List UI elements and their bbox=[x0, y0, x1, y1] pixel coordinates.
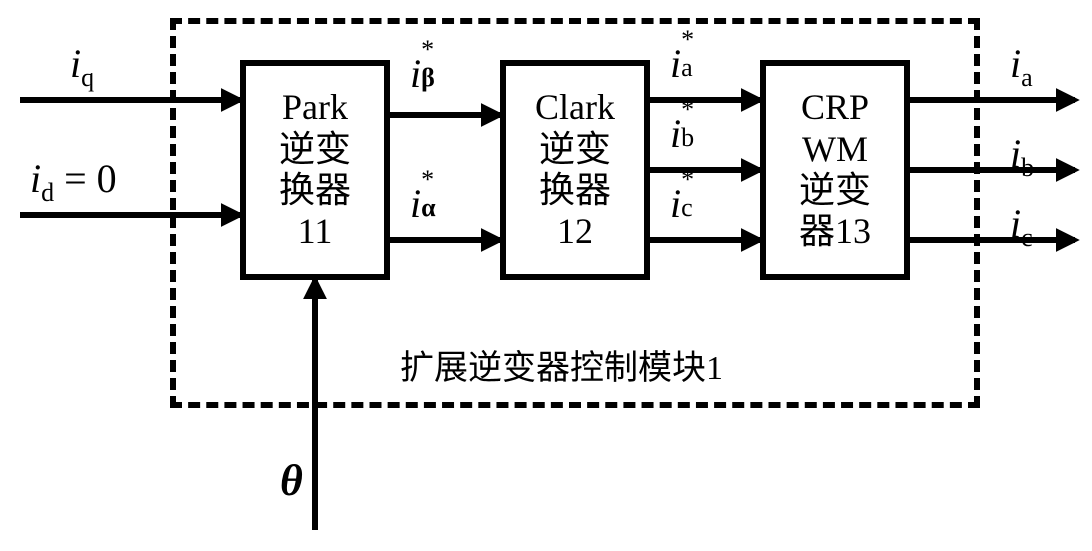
signal-label-ias: i*a bbox=[670, 40, 713, 87]
signal-label-theta: θ bbox=[280, 455, 303, 506]
signal-label-ic: ic bbox=[1010, 200, 1033, 253]
crpwm-block: CRPWM逆变器13 bbox=[760, 60, 910, 280]
module-label: 扩展逆变器控制模块1 bbox=[400, 340, 723, 389]
signal-label-ib: ib bbox=[1010, 130, 1034, 183]
crpwm-block-label: CRPWM逆变器13 bbox=[799, 87, 871, 253]
clark-block: Clark逆变换器12 bbox=[500, 60, 650, 280]
signal-label-ics: i*c bbox=[670, 180, 713, 227]
signal-label-iq: iq bbox=[70, 40, 94, 93]
clark-block-label: Clark逆变换器12 bbox=[535, 87, 615, 253]
signal-label-ialpha: i*α bbox=[410, 180, 453, 227]
signal-label-ibeta: i*β bbox=[410, 50, 453, 97]
park-block-label: Park逆变换器11 bbox=[279, 87, 351, 253]
park-block: Park逆变换器11 bbox=[240, 60, 390, 280]
signal-label-ia: ia bbox=[1010, 40, 1033, 93]
signal-label-ibs: i*b bbox=[670, 110, 713, 157]
signal-label-id0: id = 0 bbox=[30, 155, 117, 208]
